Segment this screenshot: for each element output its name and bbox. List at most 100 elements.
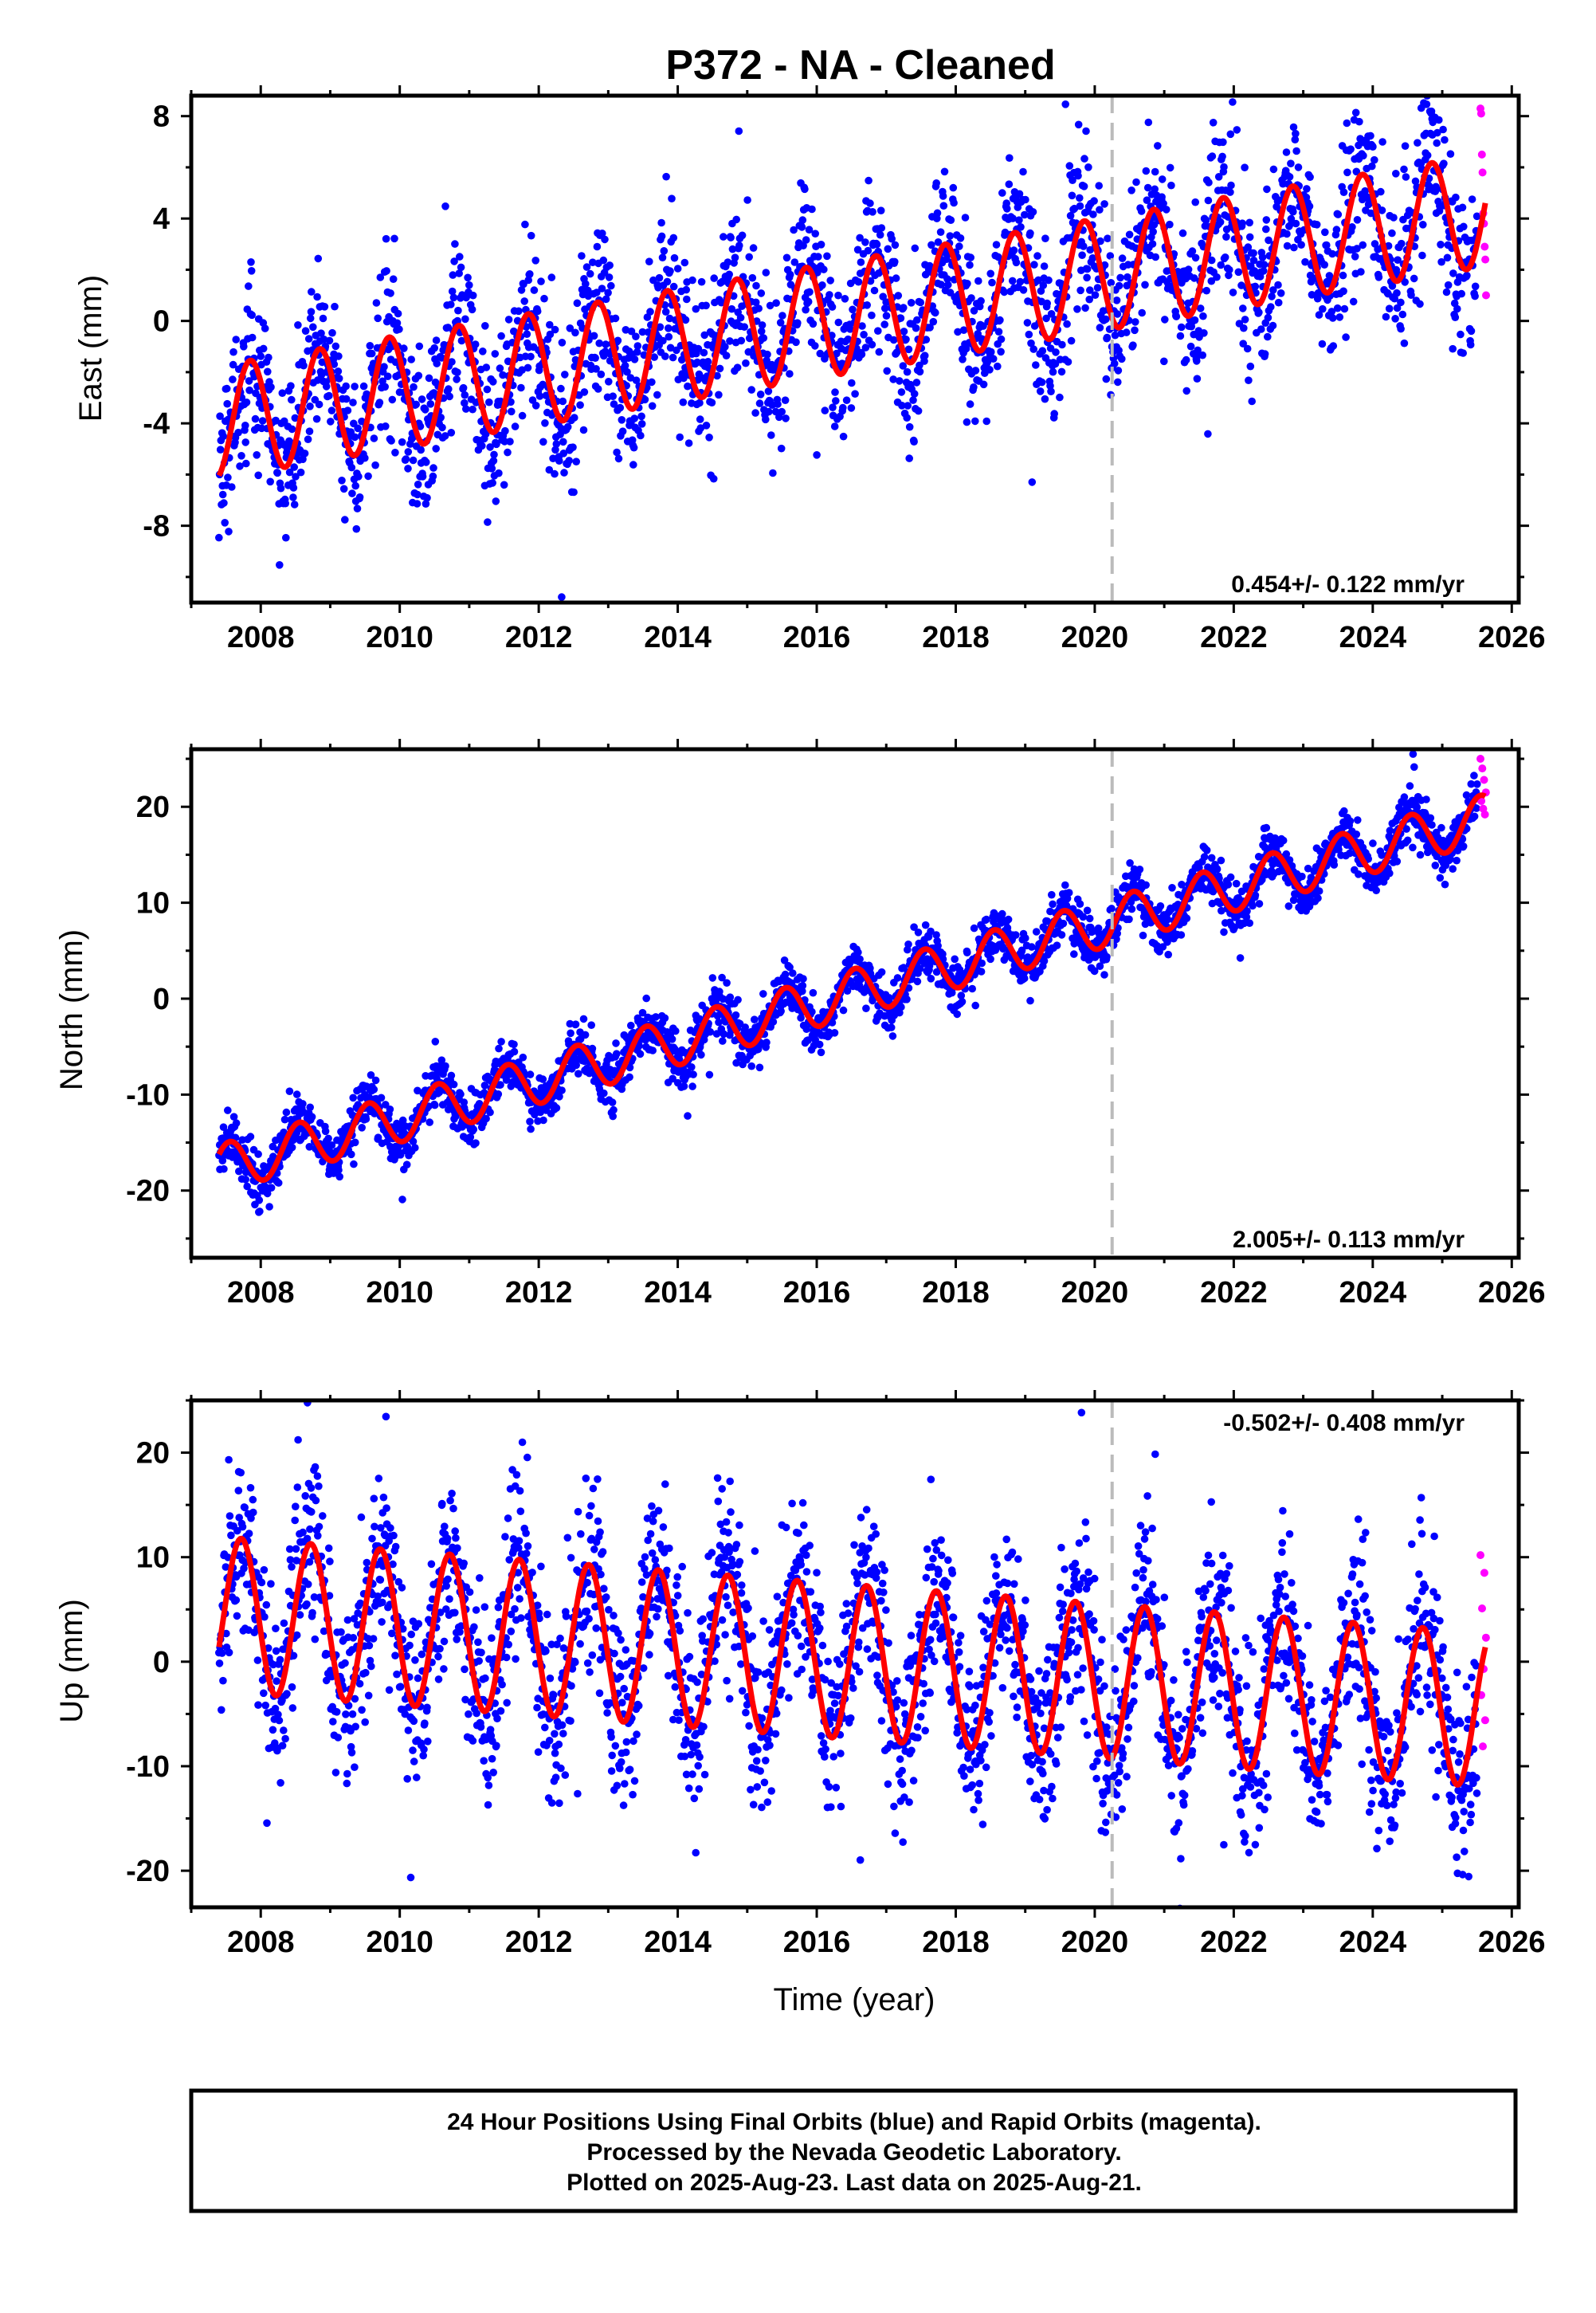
final-orbit-point xyxy=(1466,340,1475,349)
final-orbit-point xyxy=(789,969,797,977)
final-orbit-point xyxy=(1433,139,1441,147)
final-orbit-point xyxy=(1137,207,1146,215)
final-orbit-point xyxy=(971,417,979,426)
final-orbit-point xyxy=(844,335,853,344)
final-orbit-point xyxy=(359,382,368,391)
final-orbit-point xyxy=(257,352,265,360)
final-orbit-point xyxy=(1439,125,1447,134)
model-fit-line xyxy=(216,159,1488,477)
final-orbit-point xyxy=(813,451,821,459)
final-orbit-point xyxy=(1079,913,1088,921)
final-orbit-point xyxy=(1190,316,1199,324)
final-orbit-point xyxy=(1318,340,1327,348)
final-orbit-point xyxy=(342,395,351,403)
final-orbit-point xyxy=(891,257,899,266)
final-orbit-point xyxy=(258,417,267,425)
final-orbit-point xyxy=(963,948,971,956)
final-orbit-point xyxy=(1030,261,1038,269)
final-orbit-point xyxy=(1151,185,1159,194)
final-orbit-point xyxy=(713,371,721,380)
final-orbit-point xyxy=(1265,236,1272,245)
final-orbit-point xyxy=(629,443,638,452)
final-orbit-point xyxy=(1039,281,1048,289)
final-orbit-point xyxy=(1104,234,1112,243)
final-orbit-point xyxy=(1015,190,1024,198)
final-orbit-point xyxy=(376,273,385,281)
final-orbit-point xyxy=(414,481,422,489)
final-orbit-point xyxy=(805,226,814,234)
final-orbit-point xyxy=(1289,123,1298,132)
final-orbit-point xyxy=(224,1106,232,1114)
final-orbit-point xyxy=(331,302,339,311)
final-orbit-point xyxy=(245,386,253,395)
final-orbit-point xyxy=(339,485,348,493)
final-orbit-point xyxy=(834,291,842,300)
y-tick-label: -4 xyxy=(143,407,170,441)
final-orbit-point xyxy=(618,416,626,424)
final-orbit-point xyxy=(1351,108,1360,117)
final-orbit-point xyxy=(409,456,418,465)
final-orbit-point xyxy=(1249,901,1257,910)
final-orbit-point xyxy=(978,959,986,968)
final-orbit-point xyxy=(1159,199,1167,208)
final-orbit-point xyxy=(905,422,914,431)
final-orbit-point xyxy=(661,308,670,316)
final-orbit-point xyxy=(490,450,498,459)
final-orbit-point xyxy=(1008,277,1017,285)
final-orbit-point xyxy=(1164,950,1172,959)
final-orbit-point xyxy=(1160,357,1168,366)
final-orbit-point xyxy=(806,288,814,296)
final-orbit-point xyxy=(988,278,996,287)
final-orbit-point xyxy=(971,1001,979,1010)
final-orbit-point xyxy=(977,968,986,976)
final-orbit-point xyxy=(764,387,773,395)
final-orbit-point xyxy=(1444,281,1453,289)
final-orbit-point xyxy=(998,189,1006,197)
final-orbit-point xyxy=(1398,239,1406,248)
final-orbit-point xyxy=(555,457,563,465)
final-orbit-point xyxy=(740,323,748,332)
final-orbit-point xyxy=(494,1090,503,1098)
final-orbit-point xyxy=(454,306,462,315)
final-orbit-point xyxy=(663,277,672,286)
final-orbit-point xyxy=(799,242,807,250)
final-orbit-point xyxy=(1081,304,1089,312)
final-orbit-point xyxy=(1012,258,1021,267)
final-orbit-point xyxy=(581,1031,590,1039)
final-orbit-point xyxy=(721,343,729,351)
final-orbit-point xyxy=(398,1196,406,1204)
final-orbit-point xyxy=(1076,900,1084,908)
final-orbit-point xyxy=(348,489,356,497)
final-orbit-point xyxy=(790,226,798,234)
final-orbit-point xyxy=(351,1138,359,1147)
final-orbit-point xyxy=(971,367,980,375)
final-orbit-point xyxy=(236,462,244,470)
final-orbit-point xyxy=(821,406,829,414)
final-orbit-point xyxy=(471,340,480,348)
final-orbit-point xyxy=(702,422,711,430)
north-rate-label: 2.005+/- 0.113 mm/yr xyxy=(1233,1227,1465,1253)
final-orbit-point xyxy=(765,407,773,416)
final-orbit-point xyxy=(404,465,412,473)
final-orbit-point xyxy=(1047,387,1055,396)
final-orbit-point xyxy=(589,258,597,267)
final-orbit-point xyxy=(1191,253,1200,262)
final-orbit-point xyxy=(1251,282,1260,291)
final-orbit-point xyxy=(382,422,390,430)
final-orbit-point xyxy=(1339,188,1348,196)
final-orbit-point xyxy=(1085,295,1093,304)
final-orbit-point xyxy=(582,280,590,289)
final-orbit-point xyxy=(413,500,422,508)
final-orbit-point xyxy=(264,367,272,376)
final-orbit-point xyxy=(449,293,458,302)
final-orbit-point xyxy=(755,1063,764,1072)
final-orbit-point xyxy=(495,469,503,477)
final-orbit-point xyxy=(1467,327,1476,336)
final-orbit-point xyxy=(801,185,809,194)
east-axis-label: East (mm) xyxy=(73,275,108,422)
final-orbit-point xyxy=(1076,202,1084,210)
final-orbit-point xyxy=(870,286,879,295)
final-orbit-point xyxy=(1394,256,1402,265)
final-orbit-point xyxy=(309,323,317,332)
final-orbit-point xyxy=(1368,162,1376,171)
